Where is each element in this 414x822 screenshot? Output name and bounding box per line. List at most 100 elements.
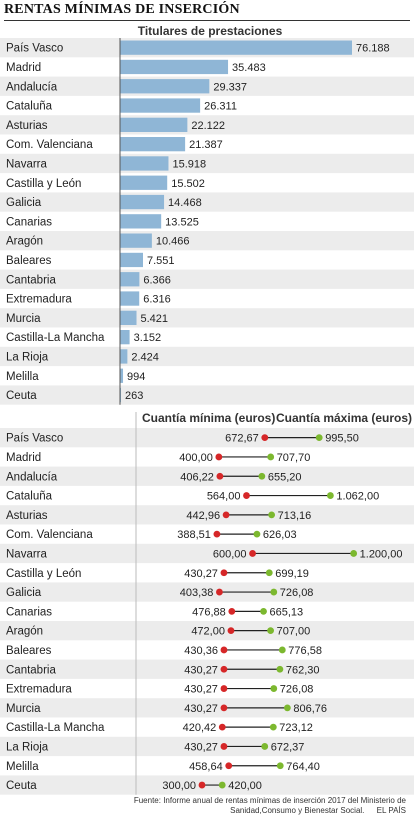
category-label: La Rioja [6, 741, 49, 753]
category-label: Aragón [6, 626, 43, 638]
bar [120, 272, 140, 287]
row-band [0, 308, 414, 328]
max-value-label: 420,00 [228, 780, 262, 792]
category-label: Com. Valenciana [6, 529, 93, 541]
row-band [0, 543, 414, 564]
row-band [0, 269, 414, 289]
max-value-label: 764,40 [286, 761, 320, 773]
bar [120, 310, 137, 325]
category-label: Castilla-La Mancha [6, 332, 105, 344]
category-label: La Rioja [6, 351, 49, 363]
min-value-label: 420,42 [183, 722, 217, 734]
min-value-label: 430,36 [184, 645, 218, 657]
row-band [0, 115, 414, 135]
min-value-label: 476,88 [192, 606, 226, 618]
category-label: Baleares [6, 255, 52, 267]
min-dot [220, 665, 228, 673]
max-value-label: 672,37 [271, 741, 305, 753]
bar [120, 40, 352, 55]
min-dot [243, 492, 250, 499]
min-dot [228, 607, 236, 615]
row-band [0, 698, 414, 718]
max-value-label: 699,19 [275, 568, 309, 580]
min-value-label: 442,96 [186, 510, 220, 522]
bar-value-label: 15.502 [171, 178, 205, 190]
max-dot [265, 569, 273, 577]
max-dot [315, 434, 323, 442]
category-label: Canarias [6, 216, 52, 228]
category-label: Cataluña [6, 491, 53, 503]
max-value-label: 762,30 [286, 664, 320, 676]
row-band [0, 466, 414, 486]
min-value-label: 430,27 [184, 664, 218, 676]
category-label: Cantabria [6, 274, 56, 286]
category-label: Andalucía [6, 471, 58, 483]
page-title: RENTAS MÍNIMAS DE INSERCIÓN [4, 2, 410, 21]
max-dot [270, 588, 278, 596]
category-label: Castilla y León [6, 568, 81, 580]
max-value-label: 726,08 [280, 587, 314, 599]
credit-text: EL PAÍS [376, 806, 406, 815]
category-label: Murcia [6, 703, 41, 715]
min-dot [198, 781, 206, 789]
row-band [0, 346, 414, 367]
bar-value-label: 29.337 [213, 81, 247, 93]
category-label: Com. Valenciana [6, 139, 93, 151]
min-dot [215, 453, 223, 461]
min-value-label: 403,38 [180, 587, 214, 599]
max-value-label: 626,03 [263, 529, 297, 541]
max-value-label: 1.200,00 [360, 548, 403, 560]
row-band [0, 505, 414, 525]
max-value-label: 655,20 [268, 471, 302, 483]
bar-value-label: 26.311 [204, 101, 237, 113]
max-dot [261, 743, 269, 750]
row-band [0, 736, 414, 757]
category-label: Cataluña [6, 101, 53, 113]
source-text: Fuente: Informe anual de rentas mínimas … [133, 796, 406, 815]
max-value-label: 806,76 [293, 703, 327, 715]
max-dot [276, 665, 284, 673]
row-band [0, 621, 414, 641]
category-label: País Vasco [6, 43, 63, 55]
max-dot [218, 781, 226, 789]
bar-value-label: 13.525 [165, 216, 199, 228]
bar-value-label: 6.316 [143, 294, 171, 306]
bar-value-label: 14.468 [168, 197, 202, 209]
min-value-label: 472,00 [191, 626, 225, 638]
bar-value-label: 76.188 [356, 43, 390, 55]
max-value-label: 1.062,00 [336, 491, 379, 503]
bar [120, 194, 165, 210]
min-dot [222, 511, 230, 519]
row-band [0, 385, 414, 405]
max-value-label: 707,70 [277, 452, 311, 464]
category-label: Melilla [6, 371, 39, 383]
bar [120, 291, 140, 306]
max-value-label: 707,00 [277, 626, 311, 638]
bar [120, 137, 186, 152]
row-band [0, 659, 414, 679]
min-value-label: 300,00 [162, 780, 196, 792]
max-value-label: 776,58 [288, 645, 322, 657]
category-label: Asturias [6, 120, 48, 132]
max-dot [268, 511, 276, 519]
min-dot [220, 743, 228, 750]
min-value-label: 564,00 [207, 491, 241, 503]
min-value-label: 430,27 [184, 568, 218, 580]
min-dot [249, 550, 256, 557]
bar [120, 117, 188, 132]
min-value-label: 430,27 [184, 703, 218, 715]
row-band [0, 153, 414, 174]
category-label: Ceuta [6, 780, 37, 792]
min-value-label: 430,27 [184, 684, 218, 696]
category-label: Cantabria [6, 664, 56, 676]
category-label: Melilla [6, 761, 39, 773]
legend-min-label: Cuantía mínima (euros) [142, 411, 275, 425]
category-label: Galicia [6, 197, 42, 209]
category-label: Madrid [6, 62, 41, 74]
bar-chart-title: Titulares de prestaciones [138, 24, 283, 38]
min-dot [218, 723, 226, 731]
max-dot [276, 762, 284, 770]
bar-value-label: 6.366 [143, 274, 171, 286]
max-value-label: 665,13 [270, 606, 304, 618]
category-label: Extremadura [6, 684, 72, 696]
